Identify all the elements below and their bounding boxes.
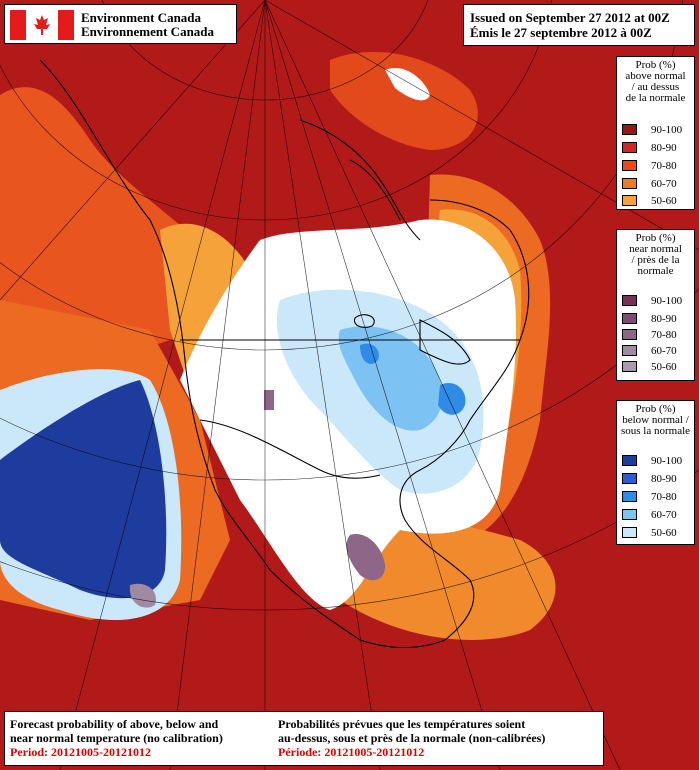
legend-swatch <box>622 345 637 356</box>
legend-item: 50-60 <box>622 194 694 208</box>
greenland-near-normal <box>385 68 430 101</box>
legend-label: 50-60 <box>651 195 677 207</box>
legend-label: 50-60 <box>651 361 677 373</box>
legend-below-title: Prob (%) below normal / sous la normale <box>617 401 694 437</box>
legend-near-normal: Prob (%) near normal / près de la normal… <box>616 229 695 381</box>
legend-item: 90-100 <box>622 294 694 308</box>
legend-swatch <box>622 295 637 306</box>
legend-item: 70-80 <box>622 328 694 342</box>
legend-label: 80-90 <box>651 473 677 485</box>
footer-english: Forecast probability of above, below and… <box>10 717 223 759</box>
legend-label: 90-100 <box>651 295 683 307</box>
coastlines-borders <box>39 59 530 649</box>
legend-item: 80-90 <box>622 312 694 326</box>
legend-swatch <box>622 142 637 153</box>
footer-fr-line1: Probabilités prévues que les température… <box>278 717 526 731</box>
legend-swatch <box>622 178 637 189</box>
agency-header: Environment Canada Environnement Canada <box>4 4 237 44</box>
legend-label: 50-60 <box>651 527 677 539</box>
legend-item: 70-80 <box>622 159 694 173</box>
legend-title-line: / au dessus <box>631 81 680 93</box>
issued-en: Issued on September 27 2012 at 00Z <box>470 10 670 25</box>
footer-fr-period: Période: 20121005-20121012 <box>278 745 425 759</box>
footer-description: Forecast probability of above, below and… <box>4 711 604 766</box>
blue-core-north <box>360 343 379 364</box>
canada-flag-icon <box>10 10 74 40</box>
issued-fr: Émis le 27 septembre 2012 à 00Z <box>470 25 652 40</box>
legend-label: 60-70 <box>651 509 677 521</box>
legend-swatch <box>622 329 637 340</box>
legend-label: 90-100 <box>651 124 683 136</box>
legend-swatch <box>622 455 637 466</box>
legend-label: 70-80 <box>651 160 677 172</box>
legend-item: 60-70 <box>622 508 694 522</box>
legend-item: 80-90 <box>622 472 694 486</box>
footer-fr-line2: au-dessus, sous et près de la normale (n… <box>278 731 546 745</box>
legend-item: 50-60 <box>622 526 694 540</box>
legend-title-line: near normal <box>629 243 682 255</box>
legend-label: 60-70 <box>651 345 677 357</box>
legend-item: 70-80 <box>622 490 694 504</box>
legend-item: 80-90 <box>622 141 694 155</box>
footer-en-line2: near normal temperature (no calibration) <box>10 731 223 745</box>
legend-above-title: Prob (%) above normal / au dessus de la … <box>617 57 694 104</box>
legend-swatch <box>622 313 637 324</box>
legend-above-normal: Prob (%) above normal / au dessus de la … <box>616 56 695 210</box>
legend-item: 90-100 <box>622 454 694 468</box>
footer-en-period: Period: 20121005-20121012 <box>10 745 151 759</box>
purple-patch-pacific <box>129 583 156 608</box>
footer-en-line1: Forecast probability of above, below and <box>10 717 219 731</box>
legend-title-line: below normal / <box>622 414 689 426</box>
legend-swatch <box>622 124 637 135</box>
legend-title-line: normale <box>637 265 674 277</box>
legend-label: 70-80 <box>651 491 677 503</box>
footer-french: Probabilités prévues que les température… <box>278 717 545 759</box>
purple-patch-rockies <box>264 390 274 410</box>
legend-swatch <box>622 195 637 206</box>
pacific-dark-blue-region <box>0 380 167 599</box>
legend-title-line: above normal <box>625 70 686 82</box>
legend-item: 60-70 <box>622 177 694 191</box>
orange-band-arctic <box>330 51 478 150</box>
purple-patch-mexico <box>346 534 386 581</box>
legend-below-normal: Prob (%) below normal / sous la normale … <box>616 400 695 545</box>
legend-title-line: / près de la <box>631 254 680 266</box>
legend-title-line: Prob (%) <box>635 59 676 71</box>
legend-swatch <box>622 361 637 372</box>
legend-label: 90-100 <box>651 455 683 467</box>
legend-item: 50-60 <box>622 360 694 374</box>
legend-swatch <box>622 509 637 520</box>
agency-name-fr: Environnement Canada <box>81 24 215 39</box>
legend-swatch <box>622 160 637 171</box>
issued-box: Issued on September 27 2012 at 00Z Émis … <box>463 4 695 46</box>
legend-label: 80-90 <box>651 142 677 154</box>
legend-label: 70-80 <box>651 329 677 341</box>
legend-title-line: Prob (%) <box>635 403 676 415</box>
legend-swatch <box>622 473 637 484</box>
legend-label: 80-90 <box>651 313 677 325</box>
agency-name-en: Environment Canada <box>81 10 202 25</box>
legend-swatch <box>622 491 637 502</box>
legend-near-title: Prob (%) near normal / près de la normal… <box>617 230 694 277</box>
legend-swatch <box>622 527 637 538</box>
legend-title-line: de la normale <box>625 92 686 104</box>
legend-title-line: sous la normale <box>620 425 691 437</box>
legend-item: 60-70 <box>622 344 694 358</box>
legend-title-line: Prob (%) <box>635 232 676 244</box>
blue-core-great-lakes <box>438 382 466 415</box>
legend-item: 90-100 <box>622 123 694 137</box>
legend-label: 60-70 <box>651 178 677 190</box>
orange-band-northwest <box>0 87 200 350</box>
